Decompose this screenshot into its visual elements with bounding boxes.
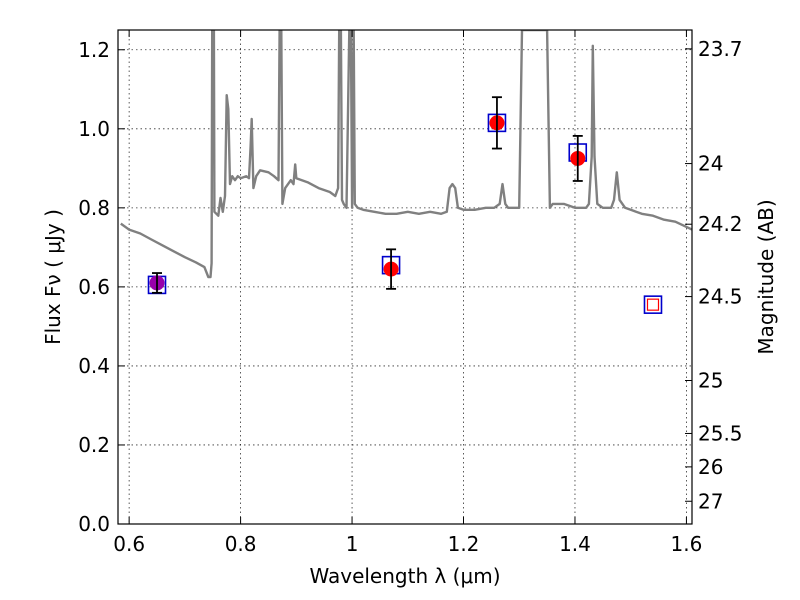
upper-limit-marker xyxy=(646,298,660,311)
magnitude-tick-label: 27 xyxy=(698,489,723,513)
y-tick-label: 0.6 xyxy=(78,275,110,299)
x-tick-label: 0.8 xyxy=(225,532,257,556)
x-tick-label: 1 xyxy=(346,532,359,556)
y-tick-label: 0.4 xyxy=(78,354,110,378)
y-tick-label: 1.0 xyxy=(78,117,110,141)
magnitude-tick-label: 25.5 xyxy=(698,421,743,445)
observed-photometry-points xyxy=(149,96,586,294)
model-spectrum xyxy=(120,30,692,279)
x-axis: 0.6 0.8 1 1.2 1.4 1.6 xyxy=(113,30,702,556)
x-tick-label: 1.4 xyxy=(559,532,591,556)
magnitude-tick-label: 23.7 xyxy=(698,37,743,61)
x-tick-label: 1.2 xyxy=(448,532,480,556)
y-tick-label: 1.2 xyxy=(78,38,110,62)
magnitude-tick-label: 24.5 xyxy=(698,285,743,309)
y-tick-label: 0.0 xyxy=(78,512,110,536)
magnitude-axis: 23.7 24 24.2 24.5 25 25.5 26 27 xyxy=(685,37,743,513)
magnitude-tick-label: 25 xyxy=(698,369,723,393)
y-tick-label: 0.8 xyxy=(78,196,110,220)
x-axis-title: Wavelength λ (μm) xyxy=(309,564,500,588)
magnitude-tick-label: 26 xyxy=(698,455,723,479)
x-tick-label: 1.6 xyxy=(671,532,703,556)
plot-background xyxy=(118,30,692,524)
plot-frame xyxy=(117,29,693,525)
magnitude-tick-label: 24 xyxy=(698,152,723,176)
y-axis: 0.0 0.2 0.4 0.6 0.8 1.0 1.2 xyxy=(78,38,125,536)
model-spectrum-line xyxy=(120,30,692,279)
y-tick-label: 0.2 xyxy=(78,433,110,457)
x-tick-label: 0.6 xyxy=(113,532,145,556)
model-photometry-box xyxy=(643,295,663,314)
magnitude-tick-label: 24.2 xyxy=(698,212,743,236)
y-axis-title: Flux Fν ( μJy ) xyxy=(41,209,65,345)
magnitude-axis-title: Magnitude (AB) xyxy=(754,199,778,354)
